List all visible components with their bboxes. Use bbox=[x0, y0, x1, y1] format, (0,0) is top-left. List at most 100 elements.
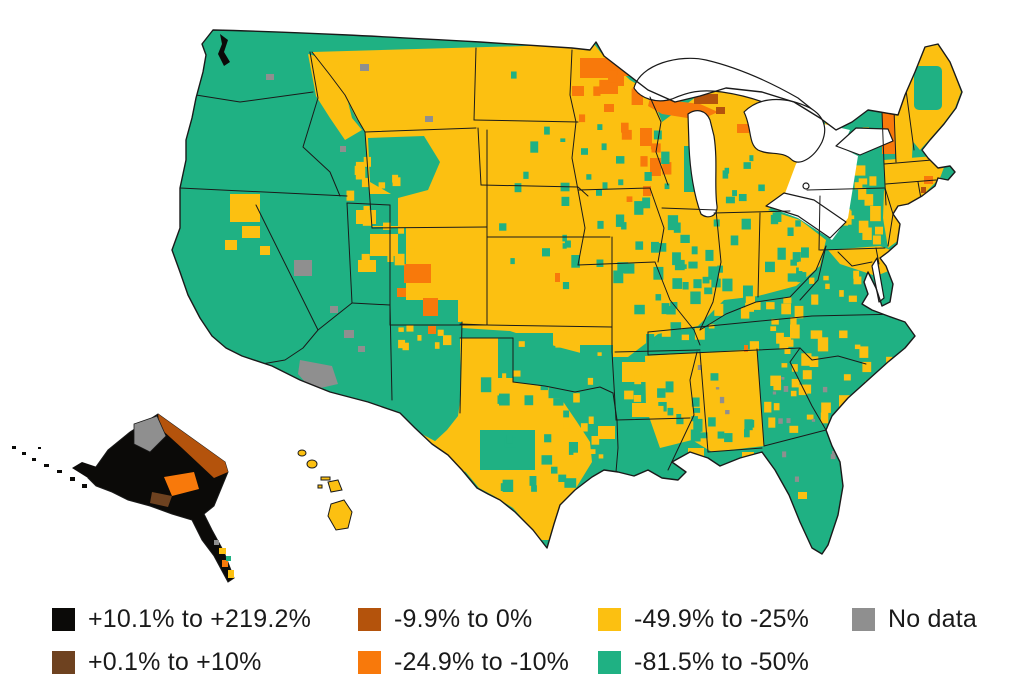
legend-swatch-yellow bbox=[598, 607, 621, 631]
county-speck bbox=[783, 386, 789, 392]
county-speck bbox=[626, 196, 633, 202]
county-speck bbox=[869, 176, 877, 186]
florida-yellow-a bbox=[688, 448, 704, 456]
county-speck bbox=[811, 418, 816, 422]
county-speck bbox=[702, 276, 710, 284]
county-speck bbox=[541, 455, 553, 465]
county-speck bbox=[770, 326, 777, 331]
county-speck bbox=[820, 412, 829, 424]
county-speck bbox=[715, 387, 720, 390]
county-speck bbox=[743, 162, 751, 169]
county-speck bbox=[802, 265, 812, 273]
county-speck bbox=[531, 485, 537, 492]
county-speck bbox=[361, 177, 370, 188]
county-speck bbox=[745, 302, 754, 312]
chesapeake-bay bbox=[871, 257, 885, 303]
county-speck bbox=[725, 196, 735, 204]
county-speck bbox=[500, 483, 511, 491]
county-speck bbox=[810, 330, 823, 339]
puget-sound-detail bbox=[218, 34, 230, 66]
hawaii-lanai bbox=[317, 484, 323, 489]
county-speck bbox=[563, 410, 570, 418]
county-speck bbox=[822, 386, 828, 393]
texas-coast-teal bbox=[540, 540, 554, 548]
county-speck bbox=[764, 401, 772, 413]
utah-yellow-b bbox=[370, 234, 398, 256]
legend-swatch-sienna bbox=[358, 607, 381, 631]
county-speck bbox=[865, 382, 878, 394]
county-speck bbox=[794, 476, 799, 482]
county-speck bbox=[710, 373, 719, 381]
county-speck bbox=[365, 212, 374, 222]
county-speck bbox=[683, 388, 692, 395]
alaska-southcentral-orange bbox=[164, 472, 199, 496]
county-speck bbox=[661, 151, 670, 164]
county-speck bbox=[666, 305, 676, 315]
county-speck bbox=[616, 156, 625, 164]
county-speck bbox=[657, 405, 664, 412]
county-speck bbox=[597, 124, 603, 130]
county-speck bbox=[740, 307, 750, 319]
county-speck bbox=[408, 248, 415, 255]
county-speck bbox=[506, 435, 513, 444]
county-speck bbox=[809, 356, 819, 367]
county-speck bbox=[561, 330, 567, 335]
county-speck bbox=[580, 423, 588, 432]
colorado-orange-a bbox=[404, 264, 431, 283]
county-speck bbox=[772, 212, 782, 222]
county-speck bbox=[691, 416, 698, 422]
county-speck bbox=[797, 270, 807, 283]
lake-ontario bbox=[835, 127, 894, 156]
county-speck bbox=[514, 183, 522, 193]
county-speck bbox=[664, 183, 670, 190]
upper-peninsula-sienna-b bbox=[716, 107, 725, 114]
county-speck bbox=[693, 418, 703, 432]
county-speck bbox=[777, 247, 786, 260]
alaska-panhandle-specks bbox=[214, 540, 234, 578]
county-speck bbox=[380, 235, 389, 242]
county-speck bbox=[355, 168, 366, 180]
county-speck bbox=[518, 341, 525, 347]
county-speck bbox=[691, 397, 700, 407]
county-speck bbox=[690, 429, 701, 442]
county-speck bbox=[691, 246, 698, 255]
county-speck bbox=[758, 184, 765, 192]
county-speck bbox=[883, 255, 889, 261]
ne-california-yellow bbox=[230, 194, 260, 222]
county-speck bbox=[792, 252, 801, 263]
michigan-orange-a bbox=[737, 124, 749, 133]
county-speck bbox=[781, 377, 785, 380]
county-speck bbox=[717, 431, 725, 439]
legend-label: -81.5% to -50% bbox=[634, 647, 810, 676]
county-speck bbox=[778, 418, 783, 424]
county-speck bbox=[768, 417, 776, 428]
florida-yellow-c bbox=[798, 492, 807, 499]
county-speck bbox=[858, 187, 867, 200]
county-speck bbox=[839, 330, 848, 339]
county-speck bbox=[586, 174, 592, 180]
county-speck bbox=[725, 410, 730, 415]
county-speck bbox=[602, 182, 608, 189]
wisconsin-orange-a bbox=[640, 128, 652, 146]
county-speck bbox=[562, 243, 567, 249]
county-speck bbox=[811, 294, 819, 305]
legend-item-minus24-to-10: -24.9% to -10% bbox=[358, 645, 569, 679]
massachusetts-orange-b bbox=[936, 183, 942, 189]
county-speck bbox=[806, 414, 814, 420]
arkansas-yellow-a bbox=[622, 362, 650, 382]
county-speck bbox=[823, 275, 829, 281]
county-speck bbox=[564, 240, 571, 248]
county-speck bbox=[708, 417, 716, 427]
county-speck bbox=[790, 390, 797, 397]
colorado-orange-c bbox=[397, 288, 406, 297]
county-speck bbox=[597, 352, 602, 356]
legend-label: No data bbox=[888, 604, 977, 633]
county-speck bbox=[771, 318, 779, 325]
county-speck bbox=[773, 403, 780, 411]
hawaii-inset bbox=[297, 449, 353, 531]
county-speck bbox=[665, 381, 674, 393]
montana-gray-b bbox=[425, 116, 433, 122]
county-speck bbox=[790, 317, 797, 327]
county-speck bbox=[766, 302, 775, 310]
